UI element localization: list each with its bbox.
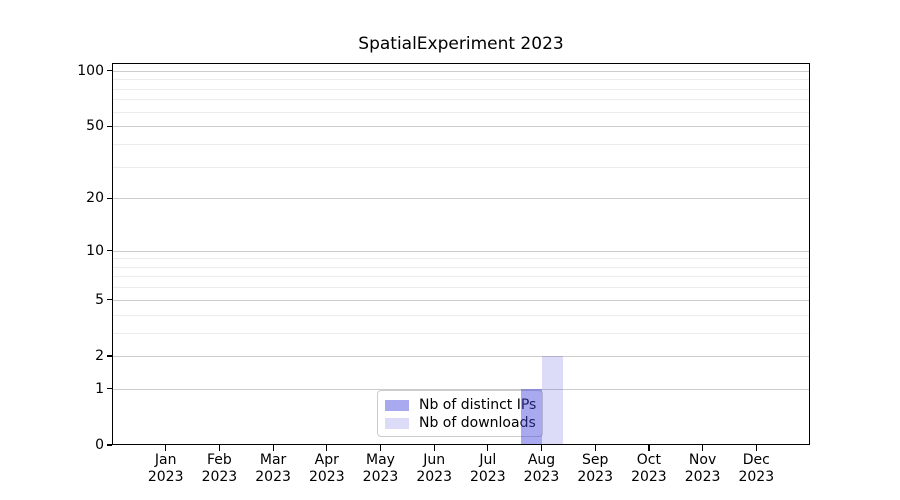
y-tick	[106, 70, 112, 72]
y-tick-label: 10	[86, 242, 104, 259]
x-tick	[433, 445, 435, 451]
x-tick-label-month: Mar	[259, 452, 287, 468]
y-gridline-major	[113, 299, 809, 301]
x-tick	[648, 445, 650, 451]
y-tick-label: 50	[86, 118, 104, 135]
x-tick-label-year: 2023	[738, 468, 775, 485]
x-tick-label-year: 2023	[308, 468, 345, 485]
x-tick-label: Feb 2023	[191, 452, 247, 485]
legend-label-distinct-ips: Nb of distinct IPs	[419, 397, 537, 413]
y-tick-label: 100	[77, 62, 104, 79]
y-tick-label: 1	[95, 380, 104, 397]
x-tick-label-month: Dec	[742, 452, 770, 468]
y-tick	[106, 388, 112, 390]
x-tick	[487, 445, 489, 451]
y-gridline-major	[113, 70, 809, 72]
x-tick-label-month: Apr	[314, 452, 339, 468]
x-tick-label: May 2023	[353, 452, 409, 485]
x-tick	[165, 445, 167, 451]
x-tick-label-year: 2023	[523, 468, 560, 485]
legend-swatch-distinct-ips	[385, 399, 409, 411]
y-tick-label: 5	[95, 291, 104, 308]
x-tick-label-year: 2023	[469, 468, 506, 485]
y-gridline-major	[113, 355, 809, 357]
x-tick-label-year: 2023	[201, 468, 238, 485]
y-gridline-minor	[113, 166, 809, 168]
x-tick-label: Jan 2023	[138, 452, 194, 485]
x-tick-label: Sep 2023	[567, 452, 623, 485]
x-tick-label-year: 2023	[416, 468, 452, 485]
y-gridline-minor	[113, 258, 809, 260]
y-gridline-minor	[113, 111, 809, 113]
x-tick	[326, 445, 328, 451]
y-gridline-major	[113, 250, 809, 252]
y-gridline-minor	[113, 143, 809, 145]
x-tick-label-month: Nov	[688, 452, 717, 468]
y-gridline-major	[113, 126, 809, 128]
x-tick-label: Aug 2023	[514, 452, 570, 485]
x-tick-label-year: 2023	[147, 468, 184, 485]
y-gridline-minor	[113, 287, 809, 289]
legend-item-downloads: Nb of downloads	[385, 414, 536, 432]
x-tick-label: Nov 2023	[675, 452, 731, 485]
x-tick-label-month: Jun	[423, 452, 446, 468]
y-gridline-minor	[113, 314, 809, 316]
legend-item-distinct-ips: Nb of distinct IPs	[385, 396, 537, 414]
x-tick	[272, 445, 274, 451]
legend-swatch-downloads	[385, 417, 409, 429]
x-tick-label: Jul 2023	[460, 452, 516, 485]
x-tick	[702, 445, 704, 451]
y-gridline-minor	[113, 332, 809, 334]
x-tick-label-month: Sep	[581, 452, 609, 468]
x-tick	[755, 445, 757, 451]
y-gridline-minor	[113, 99, 809, 101]
y-tick	[106, 299, 112, 301]
legend: Nb of distinct IPs Nb of downloads	[377, 390, 543, 437]
x-tick-label: Jun 2023	[406, 452, 462, 485]
x-tick-label-month: Aug	[527, 452, 556, 468]
x-tick-label: Mar 2023	[245, 452, 301, 485]
y-tick-label: 2	[95, 347, 104, 364]
x-tick-label-year: 2023	[631, 468, 667, 485]
y-gridline-minor	[113, 88, 809, 90]
x-tick-label-year: 2023	[684, 468, 721, 485]
bar-distinct-ips	[520, 388, 542, 445]
y-tick	[106, 444, 112, 446]
x-tick-label-month: Jan	[154, 452, 177, 468]
y-gridline-minor	[113, 266, 809, 268]
bar-downloads	[541, 355, 563, 445]
x-tick-label-year: 2023	[577, 468, 613, 485]
y-gridline-minor	[113, 276, 809, 278]
y-gridline-minor	[113, 79, 809, 81]
x-tick-label-year: 2023	[255, 468, 291, 485]
y-gridline-major	[113, 198, 809, 200]
legend-label-downloads: Nb of downloads	[419, 415, 536, 431]
y-tick	[106, 125, 112, 127]
x-tick-label: Dec 2023	[728, 452, 784, 485]
chart-title: SpatialExperiment 2023	[358, 34, 564, 54]
x-tick-label-year: 2023	[362, 468, 399, 485]
y-tick	[106, 197, 112, 199]
x-tick-label-month: Jul	[479, 452, 497, 468]
x-tick-label-month: Feb	[206, 452, 232, 468]
x-tick	[540, 445, 543, 451]
y-gridline-major	[113, 388, 809, 390]
y-tick	[106, 249, 112, 252]
x-tick-label-month: May	[366, 452, 395, 468]
plot-area	[112, 63, 810, 445]
x-tick-label: Oct 2023	[621, 452, 677, 485]
x-tick	[379, 445, 382, 451]
x-tick-label-month: Oct	[636, 452, 661, 468]
y-tick-label: 20	[86, 190, 104, 207]
x-tick	[218, 445, 221, 451]
x-tick-label: Apr 2023	[299, 452, 355, 485]
y-tick	[106, 355, 112, 357]
x-tick	[594, 445, 596, 451]
y-tick-label: 0	[95, 437, 104, 453]
